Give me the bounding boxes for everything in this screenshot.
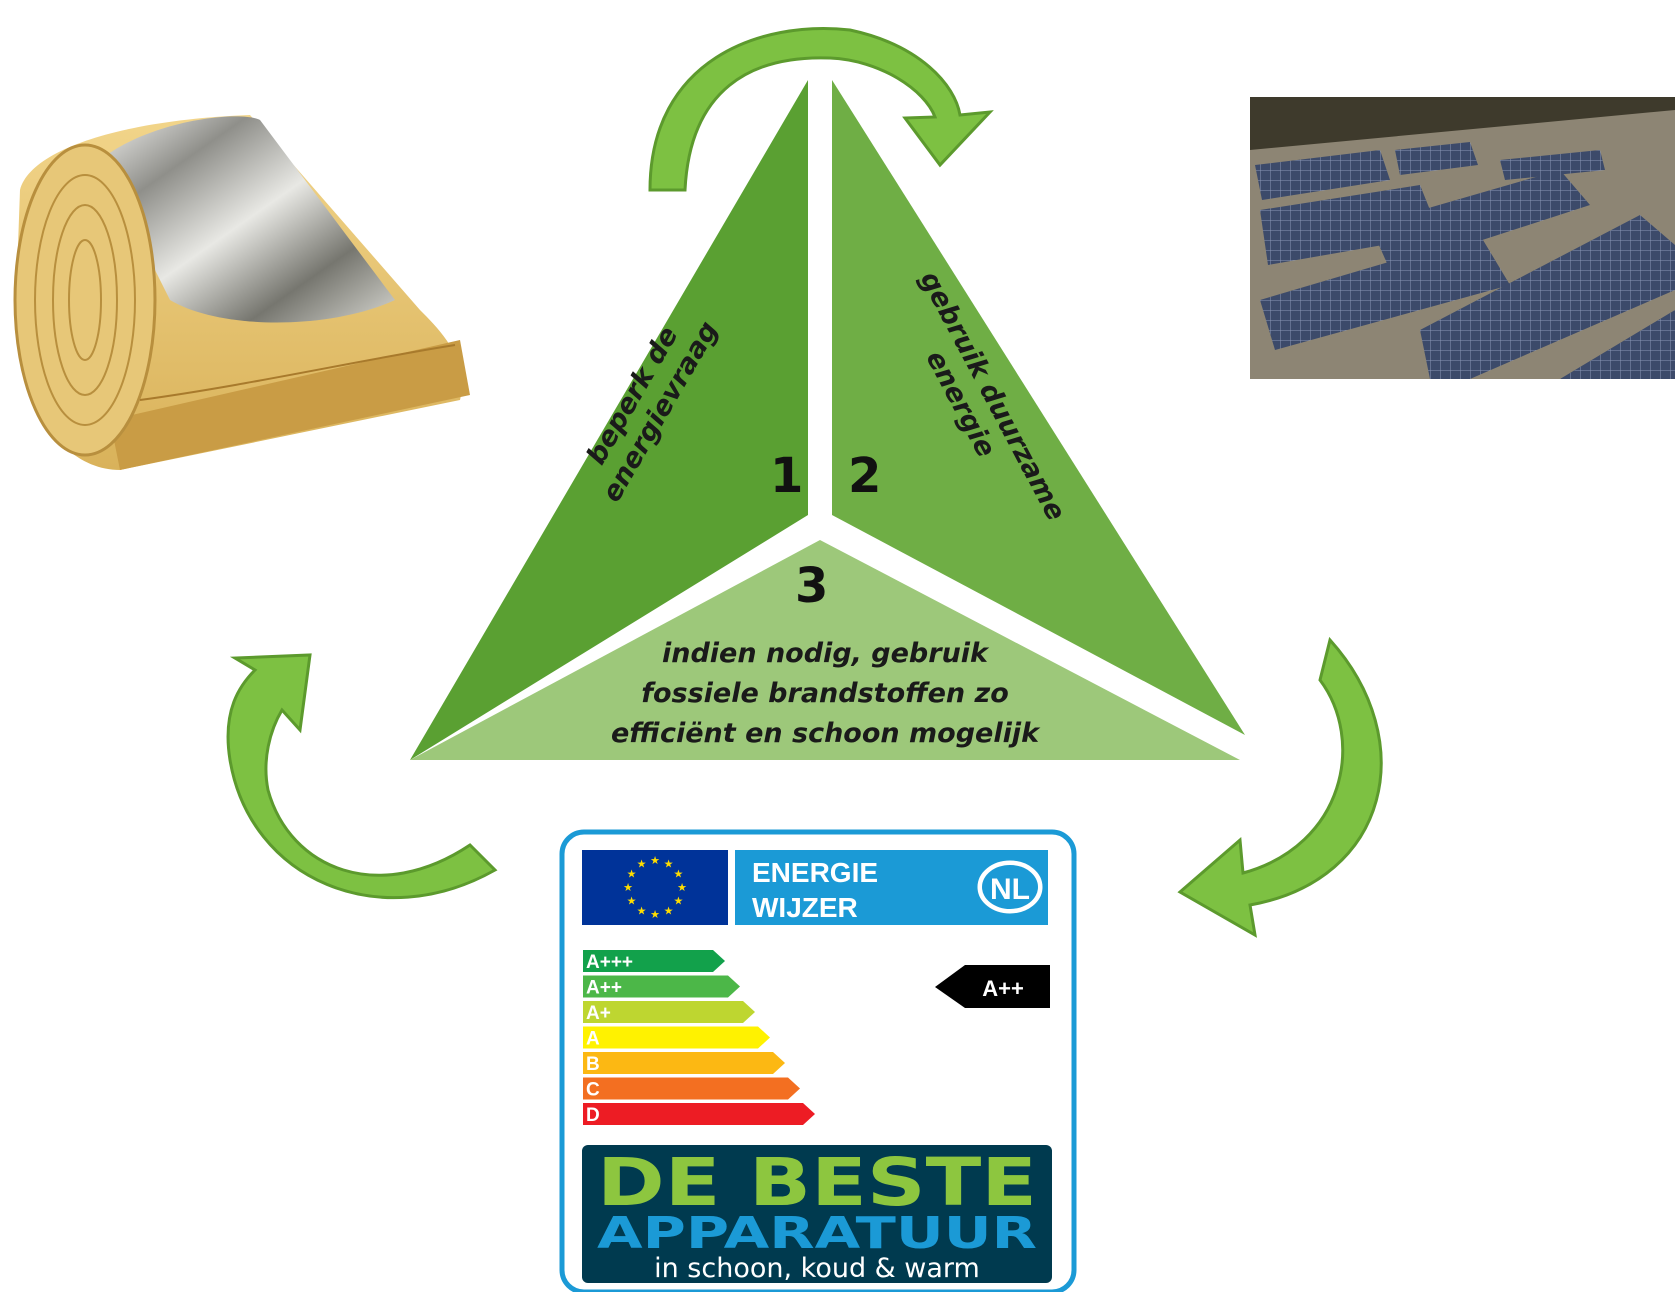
rating-value: A++ xyxy=(982,976,1024,1001)
insulation-roll-image xyxy=(13,115,470,470)
rating-arrow xyxy=(935,965,1050,1008)
eu-star-icon: ★ xyxy=(664,858,674,871)
banner-line-2: APPARATUUR xyxy=(597,1208,1037,1259)
banner-line-3: in schoon, koud & warm xyxy=(654,1253,980,1284)
section-3-line-3: efficiënt en schoon mogelijk xyxy=(611,718,1041,749)
eu-star-icon: ★ xyxy=(673,895,683,908)
top-cycle-arrow xyxy=(648,27,994,192)
triangle-section-3 xyxy=(410,540,1240,760)
energy-class-bar xyxy=(583,975,740,998)
label-title-line-2: WIJZER xyxy=(752,892,858,923)
energy-class-label: D xyxy=(586,1105,600,1126)
banner-line-1: DE BESTE xyxy=(597,1144,1037,1221)
section-2-number: 2 xyxy=(848,448,881,504)
energy-class-bar xyxy=(583,950,725,972)
energy-class-label: A+ xyxy=(586,1003,611,1024)
eu-star-icon: ★ xyxy=(637,904,647,917)
energy-class-bar xyxy=(583,1052,785,1074)
de-beste-banner xyxy=(582,1145,1052,1283)
eu-star-icon: ★ xyxy=(627,895,637,908)
energy-label: ★★★★★★★★★ ★ ★★ ENERGIE WIJZER NL A+++A++A+… xyxy=(559,829,1077,1292)
label-title-line-1: ENERGIE xyxy=(752,857,878,888)
eu-star-icon: ★ xyxy=(664,904,674,917)
energy-class-bar xyxy=(583,1026,770,1049)
energy-class-bar xyxy=(583,1103,815,1125)
energy-class-label: A++ xyxy=(586,978,622,999)
country-code: NL xyxy=(990,873,1030,906)
section-3-line-1: indien nodig, gebruik xyxy=(662,638,990,669)
eu-star-icon: ★ xyxy=(650,908,660,921)
triangle-section-1 xyxy=(410,80,808,760)
left-cycle-arrow xyxy=(226,653,498,900)
energy-class-label: A+++ xyxy=(586,952,633,973)
eu-star-icon: ★ xyxy=(623,881,633,894)
energy-class-bar xyxy=(583,1077,800,1100)
right-cycle-arrow xyxy=(1177,636,1383,938)
energy-class-label: A xyxy=(586,1029,600,1050)
energy-class-label: C xyxy=(586,1080,600,1101)
eu-star-icon: ★ xyxy=(650,854,660,867)
energy-class-label: B xyxy=(586,1054,600,1075)
solar-panels-photo xyxy=(1250,97,1675,379)
eu-stars-icon: ★★★★★★★★★ ★ ★★ xyxy=(623,854,687,921)
energy-triangle: 1 2 3 beperk de energievraag gebruik duu… xyxy=(410,80,1245,760)
triangle-section-2 xyxy=(832,80,1245,735)
energy-class-bar xyxy=(583,1001,755,1023)
section-1-number: 1 xyxy=(770,448,803,504)
eu-star-icon: ★ xyxy=(627,868,637,881)
eu-flag-icon xyxy=(582,850,728,925)
eu-star-icon: ★ xyxy=(637,858,647,871)
section-3-number: 3 xyxy=(795,558,828,614)
eu-star-icon: ★ xyxy=(673,868,683,881)
section-3-line-2: fossiele brandstoffen zo xyxy=(641,678,1009,709)
eu-star-icon: ★ xyxy=(677,881,687,894)
